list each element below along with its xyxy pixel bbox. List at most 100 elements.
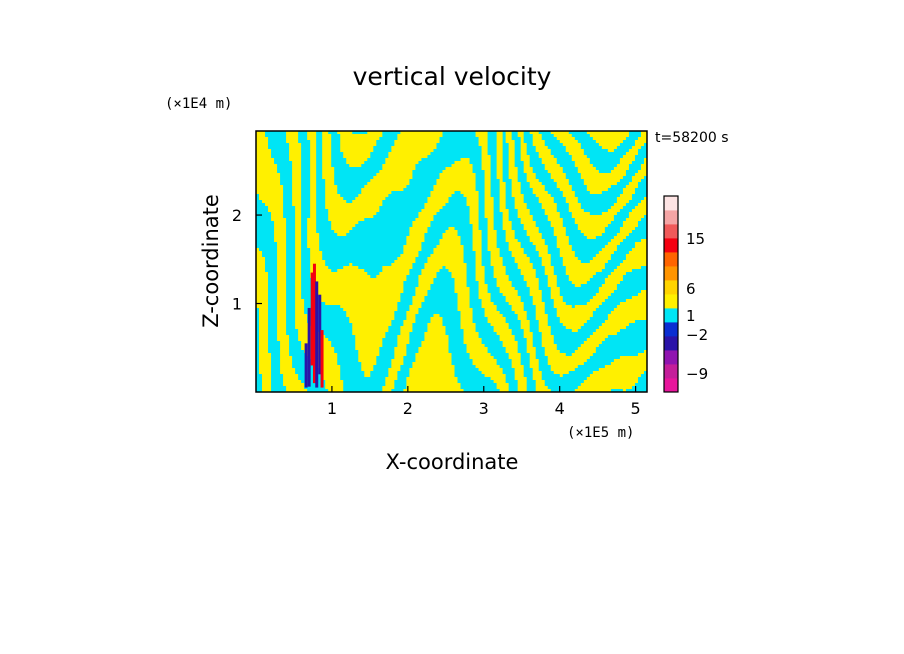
field-cell: [295, 206, 302, 210]
field-cell: [601, 191, 624, 195]
field-cell: [538, 227, 555, 231]
field-cell: [586, 302, 603, 306]
field-cell: [523, 161, 531, 165]
field-cell: [457, 305, 471, 309]
field-cell: [619, 356, 647, 360]
field-cell: [520, 245, 537, 249]
field-cell: [397, 374, 410, 378]
field-cell: [517, 170, 525, 174]
field-cell: [532, 266, 546, 270]
field-cell: [595, 254, 612, 258]
field-cell: [289, 338, 299, 342]
field-cell: [286, 323, 296, 327]
field-cell: [487, 224, 495, 228]
field-cell: [391, 191, 432, 195]
field-cell: [334, 230, 350, 234]
field-cell: [256, 161, 275, 165]
field-cell: [427, 329, 447, 333]
field-cell: [409, 182, 438, 186]
field-cell: [643, 176, 647, 180]
field-cell: [595, 293, 612, 297]
field-cell: [604, 266, 618, 270]
field-cell: [511, 194, 525, 198]
field-cell: [280, 359, 293, 363]
field-cell: [292, 356, 311, 360]
field-cell: [256, 257, 266, 261]
field-cell: [547, 218, 564, 222]
field-cell: [511, 281, 528, 285]
field-cell: [316, 191, 326, 195]
field-cell: [505, 272, 522, 276]
field-cell: [463, 338, 483, 342]
field-cell: [640, 146, 647, 150]
field-cell: [301, 218, 308, 222]
field-cell: [418, 308, 459, 312]
field-cell: [355, 335, 386, 339]
field-cell: [511, 224, 525, 228]
field-cell: [331, 140, 341, 144]
field-cell: [256, 344, 260, 348]
field-cell: [538, 131, 552, 135]
field-cell: [256, 266, 266, 270]
field-cell: [256, 245, 278, 249]
field-cell: [424, 263, 468, 267]
field-cell: [529, 329, 540, 333]
field-cell: [592, 311, 612, 315]
field-cell: [301, 155, 311, 159]
field-cell: [412, 299, 426, 303]
field-cell: [256, 371, 260, 375]
field-cell: [301, 266, 311, 270]
field-cell: [556, 275, 570, 279]
strong-velocity-streak: [304, 343, 308, 388]
field-cell: [280, 176, 293, 180]
field-cell: [595, 140, 624, 144]
field-cell: [292, 191, 302, 195]
field-cell: [589, 299, 606, 303]
field-cell: [271, 389, 287, 392]
field-cell: [526, 176, 537, 180]
field-cell: [484, 275, 495, 279]
field-cell: [529, 260, 543, 264]
field-cell: [415, 260, 429, 264]
field-cell: [418, 281, 435, 285]
field-cell: [382, 131, 401, 135]
field-cell: [640, 131, 647, 135]
field-cell: [310, 173, 317, 177]
field-cell: [256, 236, 275, 240]
field-cell: [607, 260, 624, 264]
field-cell: [484, 197, 495, 201]
field-cell: [502, 149, 510, 153]
field-cell: [508, 248, 525, 252]
field-cell: [457, 377, 492, 381]
field-cell: [271, 356, 281, 360]
field-cell: [478, 191, 486, 195]
field-cell: [379, 350, 395, 354]
field-cell: [490, 191, 501, 195]
field-cell: [343, 383, 386, 387]
field-cell: [280, 173, 293, 177]
field-cell: [553, 335, 591, 339]
field-cell: [481, 242, 489, 246]
field-cell: [268, 308, 278, 312]
field-cell: [382, 386, 395, 390]
field-cell: [364, 185, 407, 189]
field-cell: [589, 161, 621, 165]
field-cell: [526, 377, 534, 381]
field-cell: [295, 263, 302, 267]
field-cell: [499, 209, 510, 213]
field-cell: [376, 356, 395, 360]
field-cell: [481, 248, 489, 252]
field-cell: [322, 173, 335, 177]
field-cell: [472, 245, 483, 249]
field-cell: [544, 305, 555, 309]
field-cell: [331, 137, 341, 141]
field-cell: [295, 230, 302, 234]
field-cell: [301, 152, 311, 156]
field-cell: [343, 389, 383, 392]
field-cell: [574, 284, 582, 288]
field-cell: [277, 278, 287, 282]
field-cell: [469, 302, 483, 306]
field-cell: [541, 182, 558, 186]
field-cell: [310, 149, 317, 153]
field-cell: [565, 176, 582, 180]
